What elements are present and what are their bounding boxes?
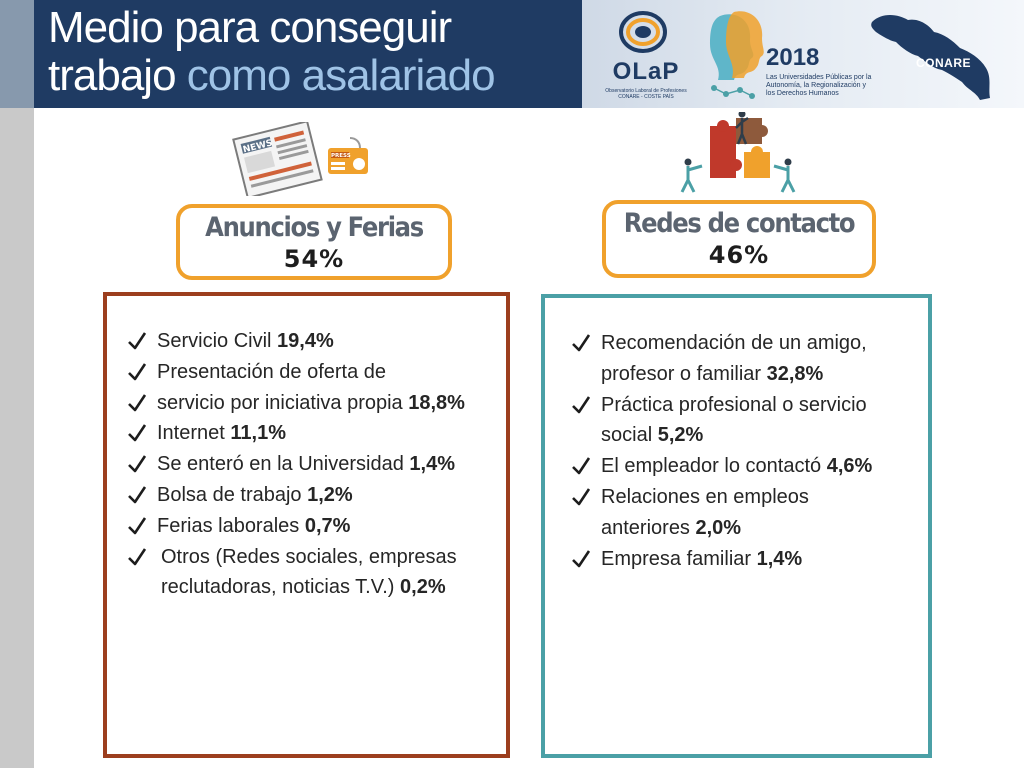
checkmark-icon — [128, 547, 147, 565]
checkmark-icon — [128, 486, 147, 504]
list-item: Ferias laborales 0,7% — [127, 511, 467, 542]
item-value: 19,4% — [277, 330, 334, 352]
item-text: Internet — [157, 422, 225, 445]
page-title: Medio para conseguir trabajo como asalar… — [48, 3, 496, 100]
item-value: 1,4% — [409, 453, 455, 476]
category-pill-anuncios: Anuncios y Ferias 54% — [176, 204, 452, 280]
category-percent: 54% — [283, 245, 345, 273]
item-value: 5,2% — [657, 424, 704, 447]
item-value: 11,1% — [230, 422, 286, 445]
list-item: servicio por iniciativa propia 18,8% — [127, 388, 467, 419]
item-text: Otros (Redes sociales, empresas reclutad… — [161, 545, 457, 599]
list-item: Práctica profesional o servicio social 5… — [571, 390, 891, 452]
list-item: El empleador lo contactó 4,6% — [571, 451, 891, 482]
category-heading: Anuncios y Ferias — [205, 212, 424, 243]
title-line-2-highlight: como asalariado — [186, 51, 496, 100]
list-item: Internet 11,1% — [127, 418, 467, 449]
redes-list: Recomendación de un amigo, profesor o fa… — [571, 328, 891, 574]
banner-year: 2018 — [766, 44, 820, 71]
checkmark-icon — [128, 517, 147, 535]
title-bar: Medio para conseguir trabajo como asalar… — [34, 0, 582, 108]
list-item: Se enteró en la Universidad 1,4% — [127, 449, 467, 480]
olap-ring-icon — [619, 11, 667, 53]
list-item: Relaciones en empleos anteriores 2,0% — [571, 482, 891, 544]
title-line-1: Medio para conseguir — [48, 3, 452, 52]
item-text: Ferias laborales — [157, 514, 300, 537]
item-text: Empresa familiar — [601, 547, 752, 570]
item-text: Relaciones en empleos anteriores — [601, 485, 809, 539]
costa-rica-map-icon — [871, 15, 990, 100]
item-value: 0,2% — [400, 576, 446, 599]
item-value: 0,7% — [304, 514, 351, 537]
item-text: Bolsa de trabajo — [157, 483, 302, 506]
checkmark-icon — [128, 393, 147, 411]
checkmark-icon — [572, 488, 591, 506]
checkmark-icon — [128, 332, 147, 350]
item-text: Práctica profesional o servicio social — [601, 393, 867, 447]
item-value: 1,2% — [307, 483, 353, 506]
puzzle-teamwork-icon — [680, 112, 796, 193]
olap-logo: OLaP Observatorio Laboral de Profesiones… — [596, 6, 696, 102]
anuncios-list: Servicio Civil 19,4% Presentación de ofe… — [127, 326, 467, 603]
item-value: 2,0% — [695, 516, 742, 539]
banner-year-subtitle: Las Universidades Públicas por la Autono… — [766, 74, 872, 97]
item-text: Se enteró en la Universidad — [157, 453, 404, 476]
left-decor-strip-top — [0, 0, 34, 108]
item-value: 32,8% — [766, 362, 824, 385]
checkmark-icon — [572, 549, 591, 567]
olap-wordmark: OLaP — [612, 58, 680, 85]
item-value: 18,8% — [408, 391, 465, 414]
anuncios-list-box: Servicio Civil 19,4% Presentación de ofe… — [103, 292, 510, 758]
newspaper-press-icon: NEWS PRESS — [232, 122, 368, 196]
checkmark-icon — [128, 424, 147, 442]
checkmark-icon — [572, 457, 591, 475]
category-pill-redes: Redes de contacto 46% — [602, 200, 876, 278]
olap-subtitle: Observatorio Laboral de Profesiones CONA… — [605, 88, 687, 100]
item-text: El empleador lo contactó — [601, 455, 822, 478]
header-banner: OLaP Observatorio Laboral de Profesiones… — [582, 0, 1024, 108]
checkmark-icon — [128, 455, 147, 473]
list-item: Otros (Redes sociales, empresas reclutad… — [127, 542, 467, 604]
list-item: Empresa familiar 1,4% — [571, 544, 891, 575]
redes-list-box: Recomendación de un amigo, profesor o fa… — [541, 294, 932, 758]
category-heading: Redes de contacto — [623, 208, 856, 239]
svg-text:PRESS: PRESS — [331, 153, 351, 159]
item-value: 1,4% — [756, 547, 803, 570]
heads-illustration-icon — [710, 11, 764, 99]
left-decor-strip — [0, 0, 34, 768]
list-item: Recomendación de un amigo, profesor o fa… — [571, 328, 891, 390]
title-line-2-plain: trabajo — [48, 51, 177, 100]
conare-label: CONARE — [916, 56, 972, 70]
item-value: 4,6% — [826, 455, 873, 478]
category-percent: 46% — [708, 241, 770, 269]
checkmark-icon — [128, 363, 147, 381]
checkmark-icon — [572, 395, 591, 413]
item-text: servicio por iniciativa propia — [157, 391, 403, 414]
list-item: Servicio Civil 19,4% — [127, 326, 467, 357]
list-item: Bolsa de trabajo 1,2% — [127, 480, 467, 511]
checkmark-icon — [572, 334, 591, 352]
item-text: Recomendación de un amigo, profesor o fa… — [601, 332, 867, 385]
item-text: Servicio Civil — [157, 330, 272, 352]
list-item: Presentación de oferta de — [127, 357, 467, 388]
item-text: Presentación de oferta de — [157, 360, 387, 383]
